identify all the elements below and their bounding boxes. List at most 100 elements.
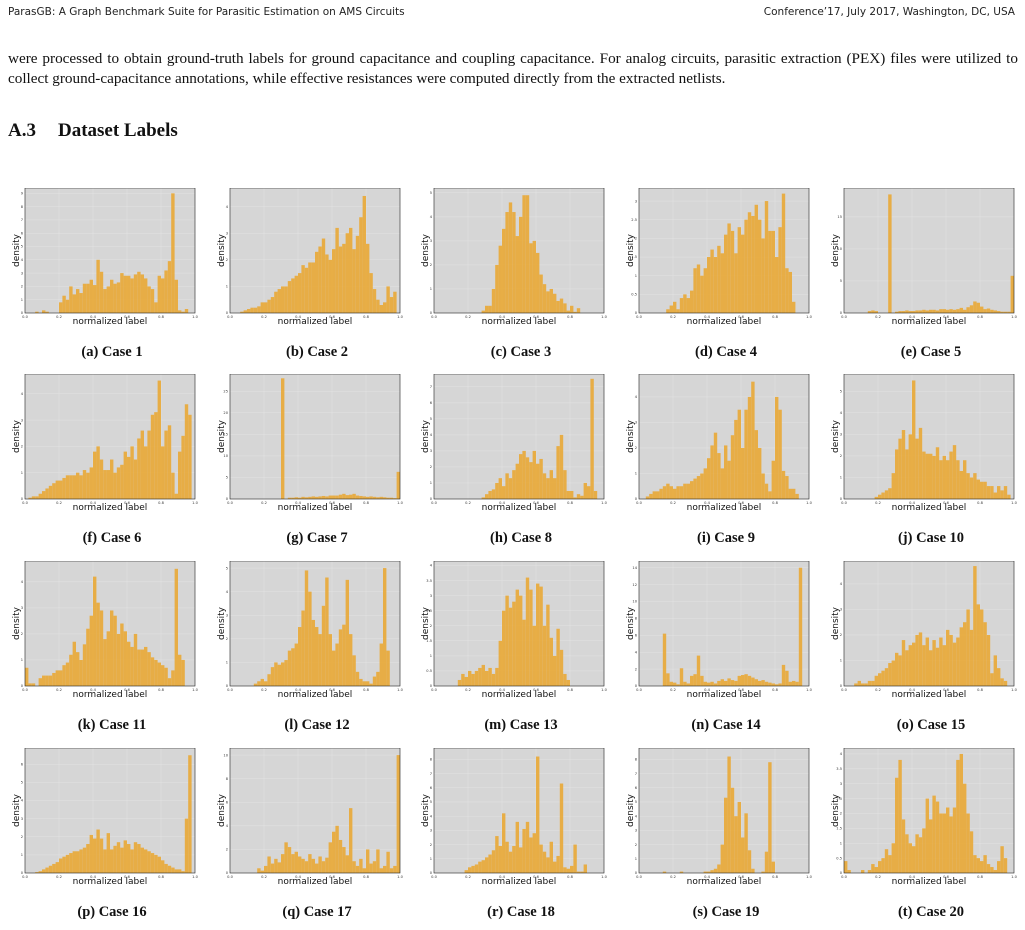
histogram-bar bbox=[1003, 858, 1008, 873]
x-tick-label: 0.8 bbox=[363, 688, 369, 692]
histogram-bar bbox=[240, 311, 244, 313]
histogram-bar bbox=[335, 825, 339, 873]
x-tick-label: 0.2 bbox=[465, 875, 471, 879]
histogram-bar bbox=[707, 682, 711, 686]
histogram-bar bbox=[116, 633, 121, 686]
histogram-bar bbox=[747, 212, 752, 313]
running-title: ParasGB: A Graph Benchmark Suite for Par… bbox=[8, 6, 405, 18]
histogram-bar bbox=[342, 624, 346, 686]
histogram-bar bbox=[250, 307, 254, 313]
histogram-bar bbox=[478, 667, 482, 686]
histogram-bar bbox=[31, 683, 36, 686]
x-axis-label: normalized label bbox=[892, 877, 967, 887]
histogram-bar bbox=[966, 307, 970, 313]
histogram-bar bbox=[502, 228, 506, 313]
histogram-bar bbox=[154, 854, 158, 873]
histogram-bar bbox=[867, 870, 872, 873]
y-tick-label: 3 bbox=[226, 231, 228, 235]
histogram-bar bbox=[164, 270, 168, 313]
histogram-bar bbox=[52, 863, 56, 873]
histogram-bar bbox=[713, 257, 718, 313]
histogram-chart: 0.0 0.2 0.4 0.6 0.8 1.0 0 0.5 1 1.5 2 2.5 3 3.5 4 norma… bbox=[421, 561, 608, 700]
histogram-bar bbox=[935, 310, 940, 313]
histogram-bar bbox=[983, 622, 987, 686]
y-tick-label: 2 bbox=[430, 465, 432, 469]
histogram-bar bbox=[45, 867, 49, 873]
histogram-bar bbox=[277, 862, 281, 873]
histogram-bar bbox=[986, 634, 991, 686]
histogram-bar bbox=[952, 309, 957, 313]
histogram-bar bbox=[284, 660, 288, 686]
histogram-bar bbox=[103, 849, 107, 873]
x-axis-label: normalized label bbox=[278, 877, 353, 887]
histogram-bar bbox=[724, 445, 728, 499]
x-tick-label: 1.0 bbox=[397, 501, 403, 505]
histogram-bar bbox=[76, 851, 80, 873]
y-tick-label: 2.5 bbox=[426, 609, 432, 613]
y-tick-label: 5 bbox=[430, 800, 432, 804]
y-tick-label: 3 bbox=[840, 433, 842, 437]
histogram-bar bbox=[942, 309, 946, 313]
axes-frame bbox=[843, 561, 1015, 687]
y-tick-label: 2 bbox=[21, 835, 23, 839]
histogram-bar bbox=[871, 310, 875, 313]
histogram-bar bbox=[939, 637, 943, 686]
x-tick-label: 0.2 bbox=[875, 501, 881, 505]
histogram-bar bbox=[59, 670, 63, 686]
histogram-bar bbox=[89, 615, 93, 686]
y-tick-label: 0 bbox=[430, 311, 433, 315]
histogram-bar bbox=[318, 856, 322, 873]
histogram-bar bbox=[905, 449, 909, 499]
histogram-bar bbox=[713, 868, 718, 873]
y-tick-label: 4 bbox=[635, 814, 638, 818]
histogram-bar bbox=[878, 494, 882, 499]
histogram-bar bbox=[298, 856, 302, 873]
histogram-bar bbox=[778, 409, 782, 499]
histogram-bar bbox=[656, 491, 660, 499]
x-tick-label: 0.6 bbox=[943, 875, 949, 879]
x-axis-label: normalized label bbox=[687, 317, 762, 327]
histogram-bar bbox=[997, 311, 1001, 313]
histogram-bar bbox=[768, 491, 772, 499]
histogram-bar bbox=[96, 259, 100, 313]
histogram-bar bbox=[120, 623, 124, 686]
histogram-bar bbox=[973, 855, 977, 873]
x-tick-label: 1.0 bbox=[397, 875, 403, 879]
histogram-bar bbox=[781, 193, 786, 313]
histogram-bar bbox=[505, 473, 509, 499]
histogram-bar bbox=[253, 307, 258, 313]
histogram-bar bbox=[969, 629, 974, 686]
x-tick-label: 0.0 bbox=[841, 315, 847, 319]
histogram-bar bbox=[369, 273, 373, 313]
x-tick-label: 0.4 bbox=[909, 688, 915, 692]
histogram-bar bbox=[318, 246, 322, 313]
y-tick-label: 1 bbox=[21, 298, 23, 302]
histogram-bar bbox=[871, 864, 875, 873]
histogram-bar bbox=[247, 309, 251, 313]
histogram-bar bbox=[474, 864, 479, 873]
conference-info: Conference’17, July 2017, Washington, DC… bbox=[763, 6, 1015, 18]
histogram-bar bbox=[925, 637, 929, 686]
histogram-bar bbox=[683, 681, 687, 686]
x-tick-label: 0.4 bbox=[295, 688, 301, 692]
histogram-bar bbox=[775, 684, 779, 686]
histogram-bar bbox=[556, 855, 560, 873]
histogram-bar bbox=[335, 227, 339, 313]
histogram-bar bbox=[912, 311, 916, 313]
histogram-bar bbox=[761, 238, 765, 313]
x-tick-label: 0.6 bbox=[124, 688, 130, 692]
figure-caption: (t) Case 20 bbox=[897, 904, 965, 920]
histogram-bar bbox=[946, 460, 950, 499]
histogram-bar bbox=[304, 861, 309, 873]
histogram-bar bbox=[747, 675, 752, 686]
x-tick-label: 0.0 bbox=[841, 875, 847, 879]
histogram-bar bbox=[758, 219, 762, 313]
y-tick-label: 5 bbox=[430, 417, 432, 421]
y-tick-label: 1 bbox=[430, 481, 432, 485]
histogram-bar bbox=[525, 577, 530, 686]
y-tick-label: 10 bbox=[837, 247, 842, 251]
histogram-bar bbox=[710, 870, 714, 873]
histogram-bar bbox=[771, 683, 775, 686]
histogram-bar bbox=[76, 289, 80, 313]
histogram-chart: 0.0 0.2 0.4 0.6 0.8 1.0 0 1 2 3 4 5 normalized label… bbox=[217, 561, 404, 700]
